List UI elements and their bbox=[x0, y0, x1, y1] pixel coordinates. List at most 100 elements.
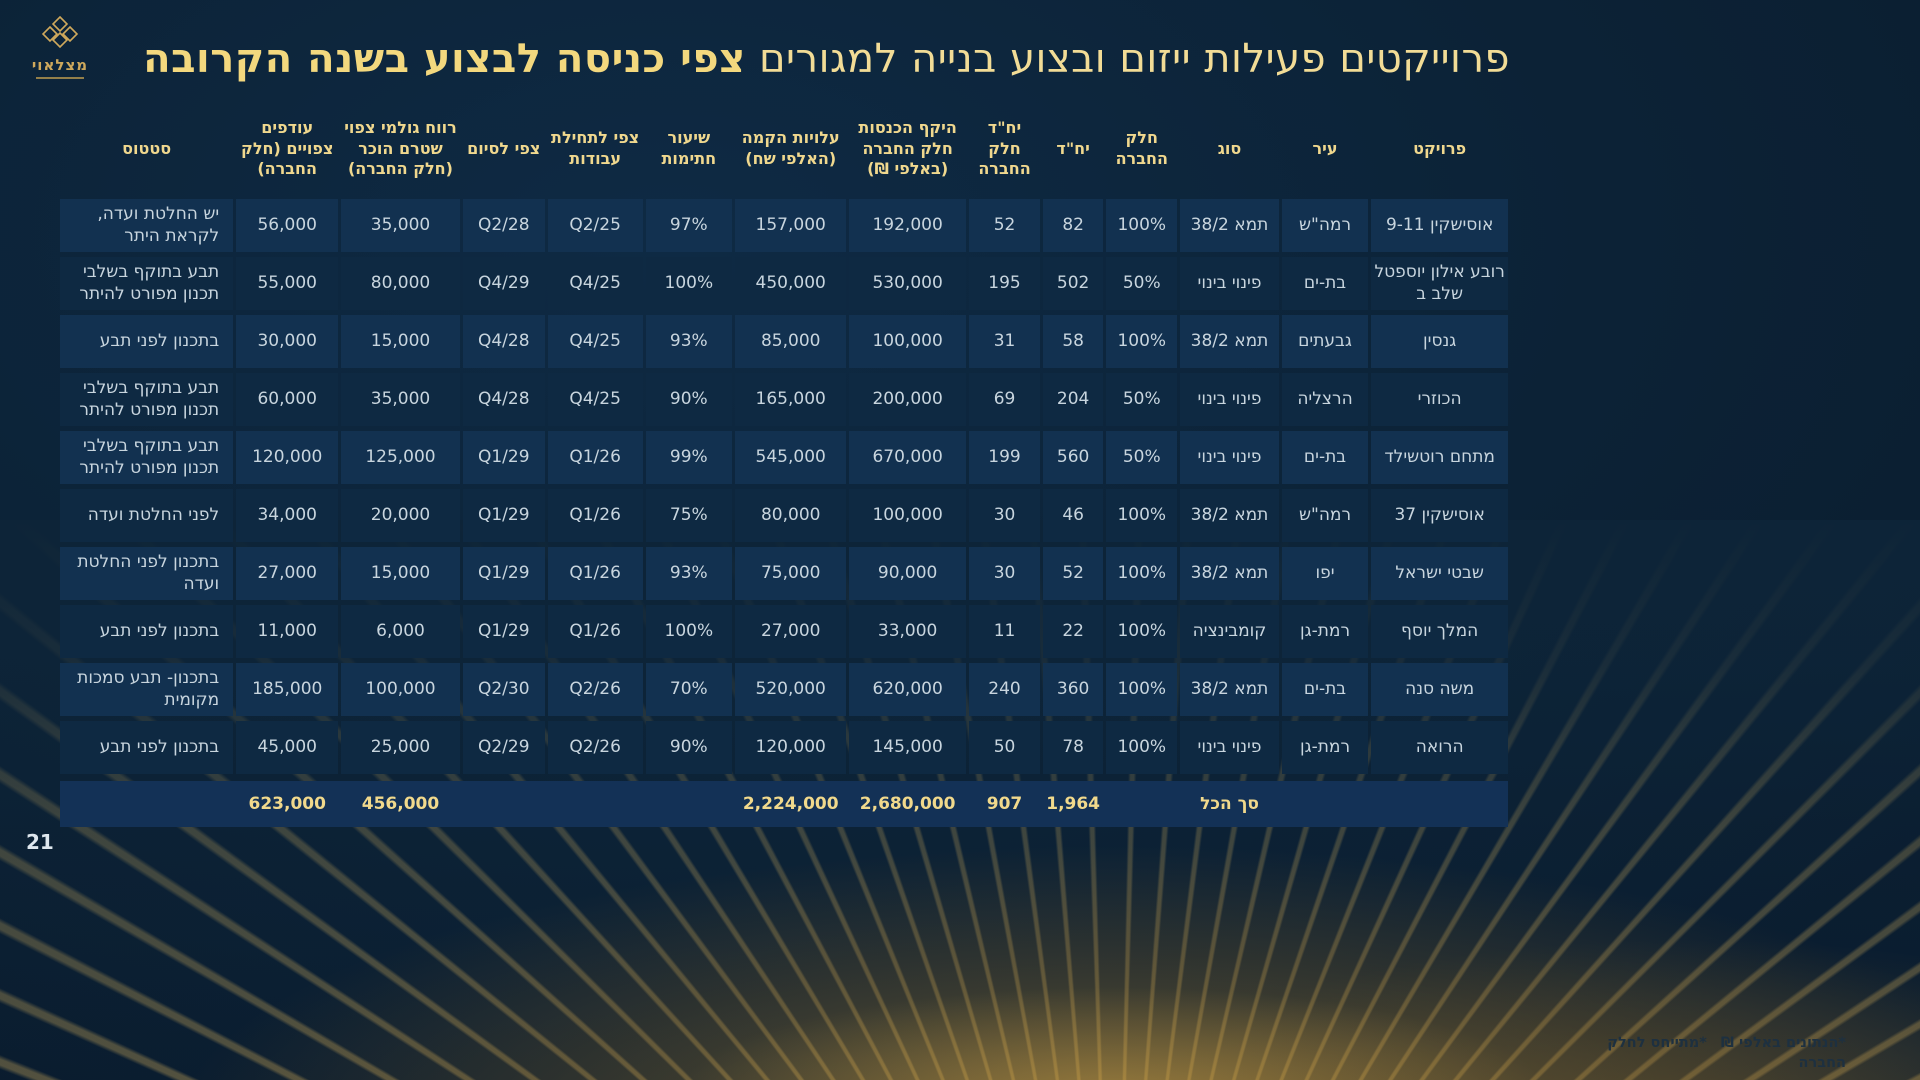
cell-units_share: 31 bbox=[968, 315, 1041, 368]
cell-units_share: 240 bbox=[968, 663, 1041, 716]
cell-cost: 27,000 bbox=[735, 605, 847, 658]
cell-city: הרצליה bbox=[1281, 373, 1369, 426]
cell-profit: 35,000 bbox=[341, 199, 460, 252]
footnote-company-share: *מתייחס לחלק החברה bbox=[1607, 1035, 1846, 1071]
logo-underline bbox=[36, 77, 84, 79]
total-signatures bbox=[646, 781, 733, 827]
cell-project: אוסישקין 37 bbox=[1371, 489, 1508, 542]
cell-units_share: 11 bbox=[968, 605, 1041, 658]
cell-status: תבע בתוקף בשלבי תכנון מפורט להיתר bbox=[60, 373, 234, 426]
cell-profit: 100,000 bbox=[341, 663, 460, 716]
cell-surplus: 30,000 bbox=[236, 315, 339, 368]
cell-type: פינוי בינוי bbox=[1180, 257, 1279, 310]
cell-units: 58 bbox=[1043, 315, 1104, 368]
cell-units_share: 30 bbox=[968, 547, 1041, 600]
cell-project: רובע אילון יוספטל שלב ב bbox=[1371, 257, 1508, 310]
cell-start: Q1/26 bbox=[547, 489, 643, 542]
cell-revenue: 145,000 bbox=[849, 721, 966, 774]
cell-start: Q2/26 bbox=[547, 663, 643, 716]
cell-profit: 15,000 bbox=[341, 547, 460, 600]
cell-status: בתכנון לפני תבע bbox=[60, 605, 234, 658]
total-project bbox=[1371, 781, 1508, 827]
footnote-units: *הנתונים באלפי ₪ bbox=[1720, 1035, 1846, 1051]
column-header-city: עיר bbox=[1312, 138, 1338, 158]
cell-surplus: 185,000 bbox=[236, 663, 339, 716]
table-row: משה סנה בת-ים תמא 38/2 100% 360 240 620,000 520… bbox=[60, 663, 1508, 716]
cell-status: בתכנון- תבע סמכות מקומית bbox=[60, 663, 234, 716]
cell-units_share: 69 bbox=[968, 373, 1041, 426]
footnotes: *הנתונים באלפי ₪*מתייחס לחלק החברה bbox=[1546, 1034, 1846, 1073]
total-revenue: 2,680,000 bbox=[859, 794, 956, 814]
cell-revenue: 620,000 bbox=[849, 663, 966, 716]
total-units: 1,964 bbox=[1046, 794, 1101, 814]
cell-end: Q2/28 bbox=[462, 199, 545, 252]
cell-end: Q4/28 bbox=[462, 373, 545, 426]
cell-start: Q4/25 bbox=[547, 257, 643, 310]
cell-end: Q2/29 bbox=[462, 721, 545, 774]
cell-start: Q2/26 bbox=[547, 721, 643, 774]
total-start bbox=[548, 781, 643, 827]
cell-type: תמא 38/2 bbox=[1180, 547, 1279, 600]
cell-project: משה סנה bbox=[1371, 663, 1508, 716]
cell-profit: 20,000 bbox=[341, 489, 460, 542]
cell-type: תמא 38/2 bbox=[1180, 199, 1279, 252]
cell-city: בת-ים bbox=[1281, 663, 1369, 716]
cell-share: 100% bbox=[1106, 315, 1178, 368]
cell-signatures: 90% bbox=[645, 721, 733, 774]
cell-profit: 80,000 bbox=[341, 257, 460, 310]
cell-share: 100% bbox=[1106, 605, 1178, 658]
cell-end: Q2/30 bbox=[462, 663, 545, 716]
cell-units: 82 bbox=[1043, 199, 1104, 252]
cell-type: פינוי בינוי bbox=[1180, 431, 1279, 484]
total-cost: 2,224,000 bbox=[742, 794, 839, 814]
table-header-row: פרויקט עיר סוג חלק החברה יח"ד יח"ד חלק החברה ה… bbox=[60, 106, 1508, 192]
cell-surplus: 120,000 bbox=[236, 431, 339, 484]
cell-units: 22 bbox=[1043, 605, 1104, 658]
table-row: הכוזרי הרצליה פינוי בינוי 50% 204 69 200,000 16… bbox=[60, 373, 1508, 426]
cell-share: 50% bbox=[1106, 431, 1178, 484]
table-row: המלך יוסף רמת-גן קומבינציה 100% 22 11 33,000 27… bbox=[60, 605, 1508, 658]
cell-end: Q1/29 bbox=[462, 547, 545, 600]
cell-status: בתכנון לפני תבע bbox=[60, 721, 234, 774]
cell-surplus: 11,000 bbox=[236, 605, 339, 658]
cell-city: רמה"ש bbox=[1281, 489, 1369, 542]
table-row: מתחם רוטשילד בת-ים פינוי בינוי 50% 560 199 670… bbox=[60, 431, 1508, 484]
slide-title: פרוייקטים פעילות ייזום ובצוע בנייה למגור… bbox=[143, 36, 1510, 82]
cell-project: שבטי ישראל bbox=[1371, 547, 1508, 600]
cell-revenue: 33,000 bbox=[849, 605, 966, 658]
cell-cost: 120,000 bbox=[735, 721, 847, 774]
column-header-units_share: יח"ד חלק החברה bbox=[978, 117, 1031, 179]
total-surplus: 623,000 bbox=[248, 794, 326, 814]
cell-share: 100% bbox=[1106, 663, 1178, 716]
cell-share: 100% bbox=[1106, 547, 1178, 600]
column-header-units: יח"ד bbox=[1056, 138, 1090, 158]
cell-units: 560 bbox=[1043, 431, 1104, 484]
table-total-row: סך הכל 1,964 907 2,680,000 2,224,000 456,000 6… bbox=[60, 781, 1508, 827]
cell-profit: 35,000 bbox=[341, 373, 460, 426]
cell-signatures: 75% bbox=[645, 489, 733, 542]
cell-units_share: 199 bbox=[968, 431, 1041, 484]
cell-project: אוסישקין 9-11 bbox=[1371, 199, 1508, 252]
cell-city: רמה"ש bbox=[1281, 199, 1369, 252]
cell-type: פינוי בינוי bbox=[1180, 721, 1279, 774]
cell-units: 502 bbox=[1043, 257, 1104, 310]
cell-profit: 25,000 bbox=[341, 721, 460, 774]
cell-revenue: 530,000 bbox=[849, 257, 966, 310]
cell-status: בתכנון לפני תבע bbox=[60, 315, 234, 368]
column-header-profit: רווח גולמי צפוי שטרם הוכר (חלק החברה) bbox=[344, 117, 457, 179]
cell-city: בת-ים bbox=[1281, 257, 1369, 310]
table-row: שבטי ישראל יפו תמא 38/2 100% 52 30 90,000 75,00… bbox=[60, 547, 1508, 600]
table-row: הרואה רמת-גן פינוי בינוי 100% 78 50 145,000 120… bbox=[60, 721, 1508, 774]
cell-city: רמת-גן bbox=[1281, 721, 1369, 774]
cell-cost: 545,000 bbox=[735, 431, 847, 484]
cell-units: 52 bbox=[1043, 547, 1104, 600]
cell-revenue: 200,000 bbox=[849, 373, 966, 426]
cell-units: 204 bbox=[1043, 373, 1104, 426]
cell-signatures: 100% bbox=[645, 257, 733, 310]
cell-city: רמת-גן bbox=[1281, 605, 1369, 658]
title-bold-part: צפי כניסה לבצוע בשנה הקרובה bbox=[143, 36, 746, 82]
column-header-project: פרויקט bbox=[1413, 138, 1467, 158]
table-row: גנסין גבעתים תמא 38/2 100% 58 31 100,000 85,000… bbox=[60, 315, 1508, 368]
cell-project: מתחם רוטשילד bbox=[1371, 431, 1508, 484]
column-header-end: צפי לסיום bbox=[467, 138, 541, 158]
